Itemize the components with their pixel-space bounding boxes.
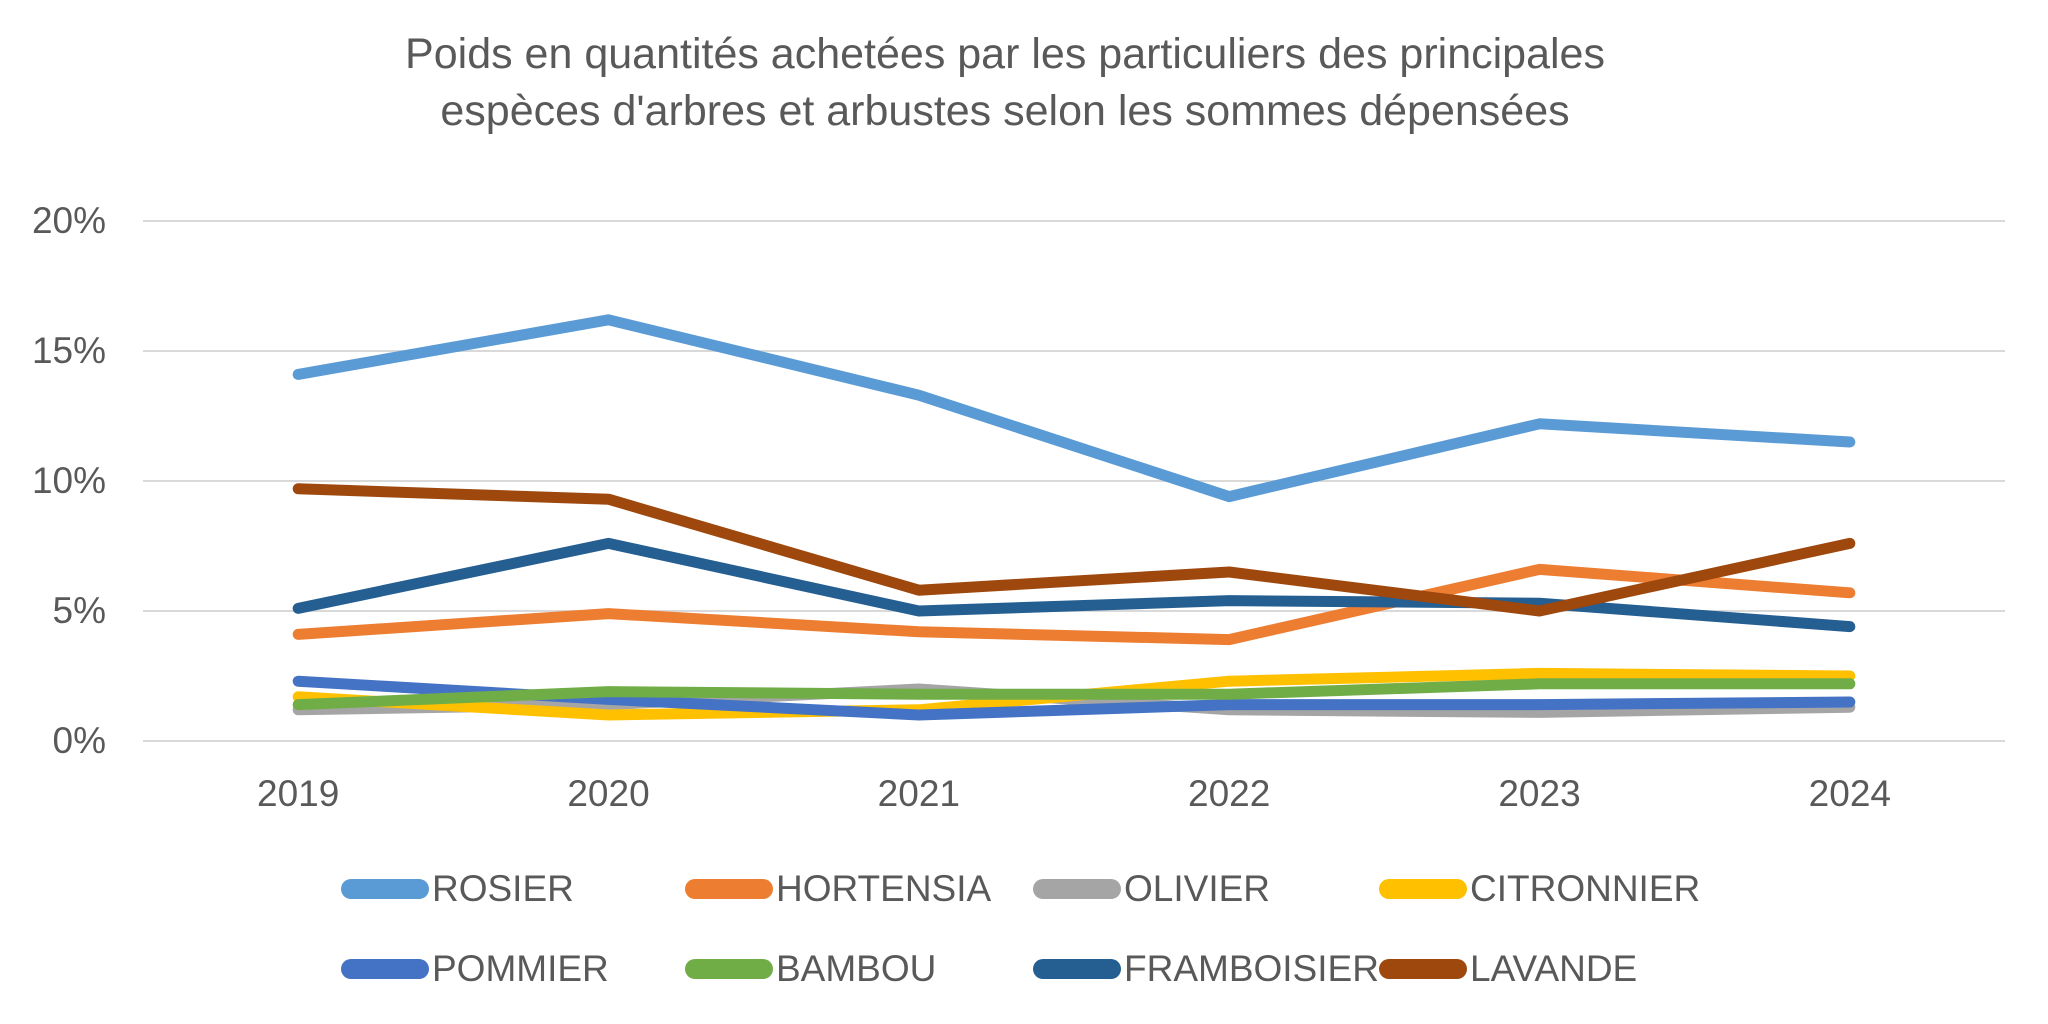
legend-label-rosier: ROSIER [432,868,574,909]
legend-swatch-olivier [1033,879,1121,899]
legend-swatch-lavande [1379,959,1467,979]
legend-swatch-rosier [341,879,429,899]
legend-label-lavande: LAVANDE [1470,948,1638,989]
legend-item-rosier: ROSIER [341,867,574,911]
x-tick-label: 2024 [1808,773,1891,814]
legend-label-hortensia: HORTENSIA [776,868,992,909]
series-line-framboisier [292,537,1856,633]
legend-item-lavande: LAVANDE [1379,947,1637,991]
y-tick-label: 15% [31,330,106,371]
x-tick-label: 2021 [877,773,960,814]
y-tick-label: 5% [52,590,106,631]
x-tick-label: 2023 [1498,773,1581,814]
legend-swatch-pommier [341,959,429,979]
legend-swatch-bambou [685,959,773,979]
series-line-bambou [292,678,1856,711]
y-tick-label: 0% [52,720,106,761]
x-tick-label: 2019 [257,773,340,814]
legend-label-pommier: POMMIER [432,948,609,989]
chart-title: Poids en quantités achetées par les part… [0,26,2010,140]
y-tick-label: 10% [31,460,106,501]
x-tick-label: 2022 [1188,773,1271,814]
series-line-rosier [292,314,1856,503]
legend-swatch-framboisier [1033,959,1121,979]
legend-item-olivier: OLIVIER [1033,867,1270,911]
legend-item-pommier: POMMIER [341,947,609,991]
legend-item-framboisier: FRAMBOISIER [1033,947,1379,991]
legend-item-citronnier: CITRONNIER [1379,867,1700,911]
legend-label-bambou: BAMBOU [776,948,937,989]
legend-label-framboisier: FRAMBOISIER [1124,948,1379,989]
chart-title-line1: Poids en quantités achetées par les part… [405,30,1605,78]
chart-title-line2: espèces d'arbres et arbustes selon les s… [440,87,1570,135]
x-tick-label: 2020 [567,773,650,814]
legend-label-olivier: OLIVIER [1124,868,1270,909]
legend-item-hortensia: HORTENSIA [685,867,991,911]
legend-label-citronnier: CITRONNIER [1470,868,1701,909]
y-tick-label: 20% [31,200,106,241]
legend-swatch-hortensia [685,879,773,899]
series-line-hortensia [292,563,1856,646]
series-line-lavande [292,483,1856,617]
legend-swatch-citronnier [1379,879,1467,899]
legend-item-bambou: BAMBOU [685,947,936,991]
